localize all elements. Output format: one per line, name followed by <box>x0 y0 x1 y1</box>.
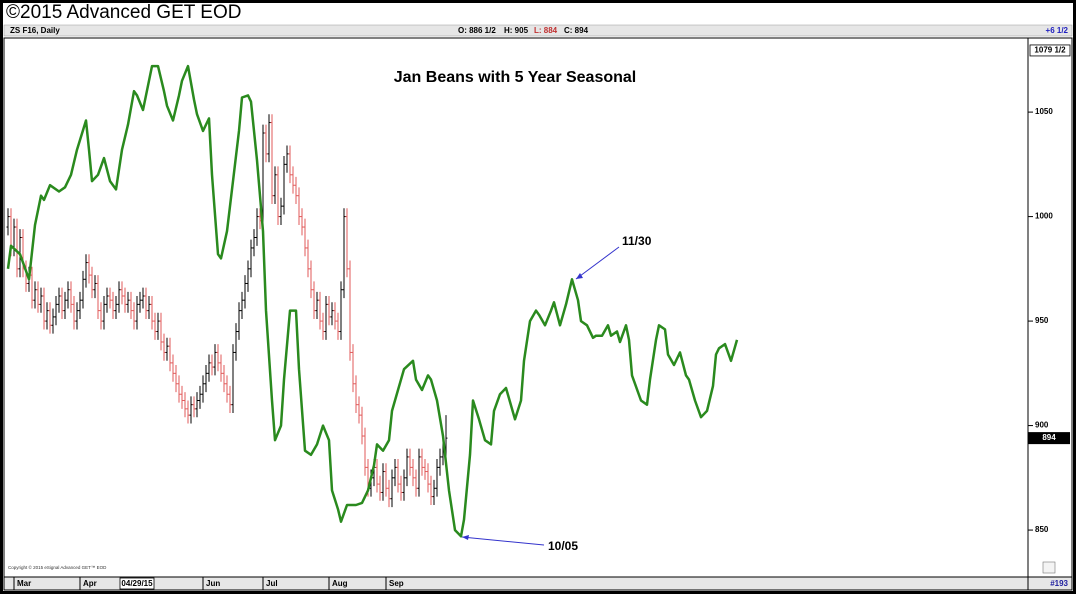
open-value: O: 886 1/2 <box>458 26 496 35</box>
arrow-head <box>462 535 469 540</box>
last-price-label: 894 <box>1042 433 1056 442</box>
time-axis <box>3 576 1029 591</box>
x-tick-label: Jul <box>266 579 278 588</box>
y-tick-label: 900 <box>1035 421 1049 430</box>
x-tick-label: Sep <box>389 579 404 588</box>
annotation-arrow <box>461 536 545 546</box>
close-value: C: 894 <box>564 26 589 35</box>
bar-count: #193 <box>1050 579 1068 588</box>
seasonal-line <box>6 64 739 538</box>
arrow-head <box>576 273 583 279</box>
y-tick-label: 850 <box>1035 525 1049 534</box>
change-value: +6 1/2 <box>1046 26 1069 35</box>
x-tick-label: Jun <box>206 579 220 588</box>
header-bar <box>3 24 1073 37</box>
last-price-box <box>1028 432 1070 445</box>
chart-title: Jan Beans with 5 Year Seasonal <box>394 69 637 86</box>
cursor-box <box>119 577 155 590</box>
app-title: ©2015 Advanced GET EOD <box>6 2 241 23</box>
annotation: 11/30 <box>622 234 652 248</box>
scale-icon <box>1042 561 1056 574</box>
x-tick-label: Mar <box>17 579 31 588</box>
x-tick-label: Aug <box>332 579 348 588</box>
low-value: L: 884 <box>534 26 558 35</box>
symbol: ZS F16, Daily <box>10 26 60 35</box>
corner-box <box>1027 576 1073 591</box>
annotation-arrow <box>575 246 620 280</box>
y-tick-label: 1000 <box>1035 212 1053 221</box>
y-tick-label: 1050 <box>1035 107 1053 116</box>
top-price-box <box>1029 44 1071 57</box>
copyright: Copyright © 2015 eSignal Advanced GET™ E… <box>8 564 107 570</box>
x-tick-label: Apr <box>83 579 97 588</box>
high-value: H: 905 <box>504 26 529 35</box>
plot-area <box>3 37 1029 578</box>
price-axis <box>1027 37 1073 578</box>
cursor-label: 04/29/15 <box>121 579 153 588</box>
top-price-label: 1079 1/2 <box>1034 46 1066 55</box>
annotation: 10/05 <box>548 539 578 553</box>
y-tick-label: 950 <box>1035 316 1049 325</box>
